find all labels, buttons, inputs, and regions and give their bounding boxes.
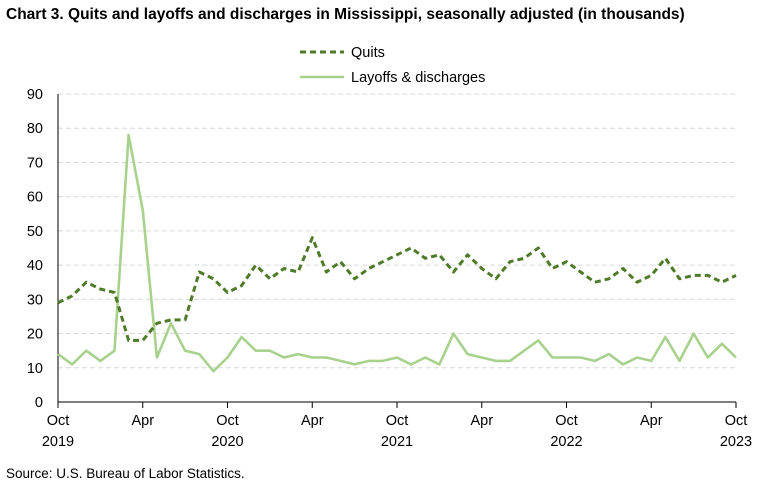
legend: Quits Layoffs & discharges: [300, 45, 485, 86]
y-tick-label: 80: [27, 121, 43, 137]
y-tick-label: 30: [27, 292, 43, 308]
x-tick-label-month: Oct: [386, 413, 409, 429]
series-line-quits: [57, 236, 737, 342]
x-tick-label-month: Apr: [301, 413, 324, 429]
chart-title: Chart 3. Quits and layoffs and discharge…: [6, 6, 685, 23]
x-tick-label-month: Oct: [216, 413, 239, 429]
legend-label: Layoffs & discharges: [351, 70, 485, 86]
series-line-layoffs-discharges: [57, 133, 737, 373]
y-tick-label: 40: [27, 258, 43, 274]
x-tick-label-month: Oct: [47, 413, 70, 429]
x-tick-label-year: 2022: [550, 434, 582, 450]
legend-label: Quits: [351, 45, 385, 61]
x-axis-tick-labels: Oct 2019 Apr Oct 2020 Apr Oct 2021 Apr Oct 2022 Apr…: [42, 413, 752, 450]
y-tick-label: 70: [27, 155, 43, 171]
x-tick-label-year: 2021: [381, 434, 413, 450]
y-tick-label: 60: [27, 190, 43, 206]
x-tick-label-month: Apr: [131, 413, 154, 429]
x-tick-label-month: Apr: [470, 413, 493, 429]
x-tick-label-year: 2020: [211, 434, 243, 450]
gridlines: [58, 93, 736, 369]
x-tick-label-month: Oct: [725, 413, 748, 429]
y-axis-tick-labels: 0 10 20 30 40 50 60 70 80 90: [27, 87, 43, 411]
x-tick-label-month: Apr: [640, 413, 663, 429]
x-tick-label-year: 2023: [720, 434, 752, 450]
source-note: Source: U.S. Bureau of Labor Statistics.: [6, 466, 245, 481]
y-tick-label: 0: [35, 395, 43, 411]
axes: [57, 94, 737, 408]
x-tick-label-year: 2019: [42, 434, 74, 450]
y-tick-label: 20: [27, 327, 43, 343]
y-tick-label: 50: [27, 224, 43, 240]
x-tick-label-month: Oct: [555, 413, 578, 429]
y-tick-label: 10: [27, 361, 43, 377]
series-lines: [57, 133, 737, 373]
y-tick-label: 90: [27, 87, 43, 103]
